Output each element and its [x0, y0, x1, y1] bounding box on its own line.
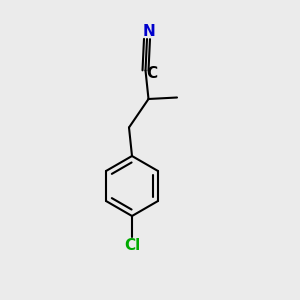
Text: Cl: Cl — [124, 238, 140, 253]
Text: N: N — [142, 24, 155, 39]
Text: C: C — [146, 66, 158, 81]
